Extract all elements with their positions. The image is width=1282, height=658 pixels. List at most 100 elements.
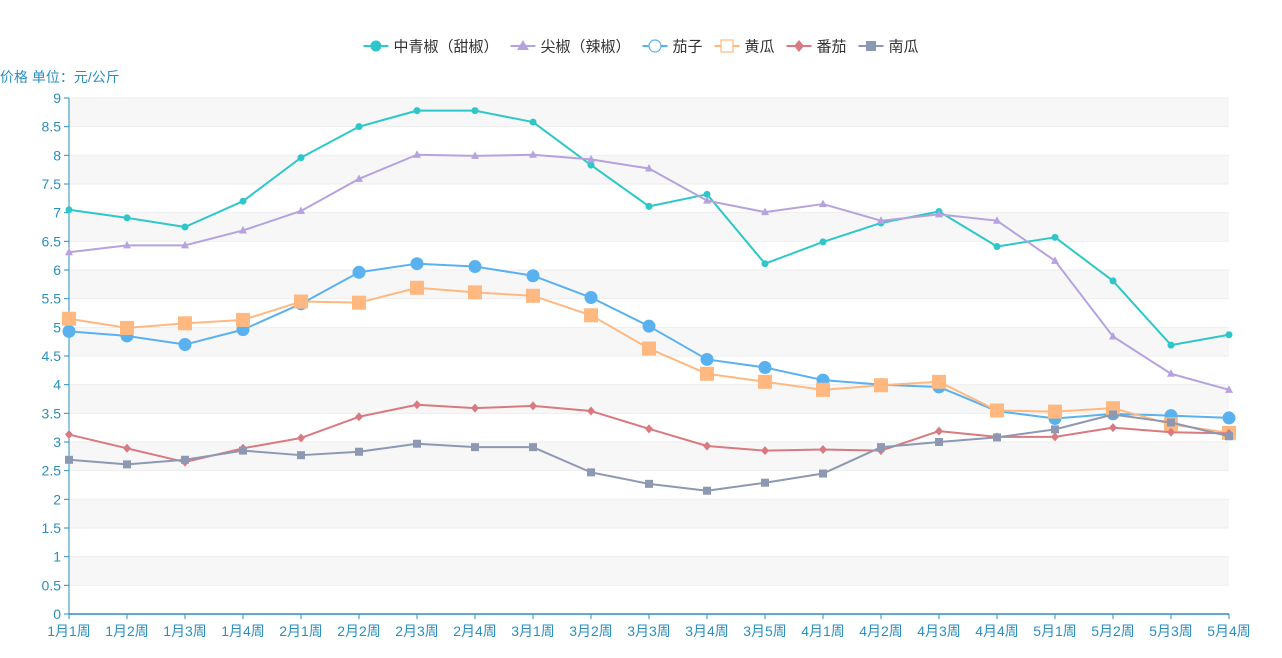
data-point — [1225, 385, 1233, 393]
gridlines — [69, 97, 1229, 586]
data-point — [123, 443, 131, 453]
data-point — [993, 216, 1001, 224]
y-tick-label: 1 — [53, 549, 61, 565]
grid-band — [69, 212, 1229, 242]
x-tick-label: 2月1周 — [279, 623, 323, 639]
data-point — [1225, 432, 1233, 441]
x-tick-label: 1月2周 — [105, 623, 149, 639]
y-tick-label: 5.5 — [42, 291, 62, 307]
data-point — [471, 107, 479, 115]
data-point — [1109, 410, 1117, 419]
data-point — [700, 352, 714, 366]
y-tick-label: 4 — [53, 377, 61, 393]
y-tick-label: 3 — [53, 434, 61, 450]
data-point — [529, 118, 537, 126]
data-point — [758, 360, 772, 374]
data-point — [526, 269, 540, 283]
data-point — [584, 308, 598, 323]
y-tick-label: 4.5 — [42, 348, 62, 364]
legend-marker — [794, 40, 805, 52]
data-point — [297, 451, 305, 460]
x-tick-label: 4月2周 — [859, 623, 903, 639]
x-tick-label: 3月5周 — [743, 623, 787, 639]
data-point — [352, 295, 366, 310]
data-point — [935, 438, 943, 446]
data-point — [236, 312, 250, 327]
grid-band — [69, 499, 1229, 528]
x-tick-label: 2月4周 — [453, 623, 497, 639]
data-point — [1051, 256, 1059, 264]
data-point — [645, 202, 653, 210]
data-point — [413, 107, 421, 115]
data-point — [1051, 425, 1059, 434]
data-point — [413, 439, 421, 448]
data-point — [993, 242, 1001, 250]
data-point — [355, 412, 363, 422]
data-point — [1222, 411, 1236, 425]
data-point — [587, 468, 595, 477]
x-tick-label: 1月1周 — [47, 623, 91, 639]
grid-band — [69, 384, 1229, 414]
data-point — [413, 150, 421, 158]
data-point — [587, 161, 595, 169]
legend-marker — [720, 39, 734, 53]
data-point — [990, 403, 1004, 418]
data-point — [471, 403, 479, 413]
data-point — [932, 374, 946, 389]
data-point — [468, 260, 482, 274]
legend-item-2: 尖椒（辣椒） — [510, 39, 630, 56]
data-point — [410, 257, 424, 271]
data-point — [819, 199, 827, 208]
data-point — [410, 280, 424, 295]
data-point — [62, 324, 76, 338]
legend-item-4: 黄瓜 — [714, 39, 775, 56]
x-tick-label: 3月2周 — [569, 623, 613, 639]
x-tick-label: 2月2周 — [337, 623, 381, 639]
y-tick-label: 8 — [53, 147, 61, 163]
series-4 — [62, 280, 1236, 440]
data-point — [584, 291, 598, 305]
legend-marker — [648, 39, 662, 53]
data-point — [1167, 427, 1175, 437]
grid-band — [69, 442, 1229, 471]
data-point — [1051, 432, 1059, 442]
x-tick-label: 3月1周 — [511, 623, 555, 639]
legend-item-3: 茄子 — [642, 39, 703, 56]
data-point — [352, 265, 366, 279]
grid-band — [69, 556, 1229, 586]
legend-marker — [370, 40, 382, 52]
data-point — [355, 447, 363, 456]
data-point — [1225, 331, 1233, 339]
data-point — [65, 206, 73, 214]
y-axis-label: 价格 单位：元/公斤 — [0, 69, 120, 85]
y-tick-label: 0.5 — [42, 577, 62, 593]
data-point — [703, 486, 711, 495]
grid-band — [69, 98, 1229, 127]
legend-label: 尖椒（辣椒） — [540, 39, 630, 56]
data-point — [297, 154, 305, 162]
data-point — [816, 382, 830, 397]
data-point — [123, 240, 131, 249]
data-point — [1109, 277, 1117, 285]
data-point — [700, 366, 714, 381]
data-point — [819, 238, 827, 246]
legend-item-5: 番茄 — [786, 39, 847, 56]
data-point — [1167, 369, 1175, 377]
data-point — [761, 207, 769, 216]
data-point — [65, 247, 73, 256]
data-point — [529, 150, 537, 158]
y-tick-label: 6.5 — [42, 233, 62, 249]
series-6 — [65, 410, 1233, 495]
x-tick-label: 1月4周 — [221, 623, 265, 639]
data-point — [468, 285, 482, 300]
y-tick-label: 8.5 — [42, 119, 62, 135]
legend-marker — [866, 41, 877, 51]
data-point — [471, 151, 479, 159]
data-point — [703, 190, 711, 198]
data-point — [935, 426, 943, 436]
x-tick-label: 4月4周 — [975, 623, 1019, 639]
data-point — [297, 206, 305, 214]
data-point — [355, 174, 363, 182]
data-point — [1167, 418, 1175, 427]
data-point — [65, 430, 73, 440]
